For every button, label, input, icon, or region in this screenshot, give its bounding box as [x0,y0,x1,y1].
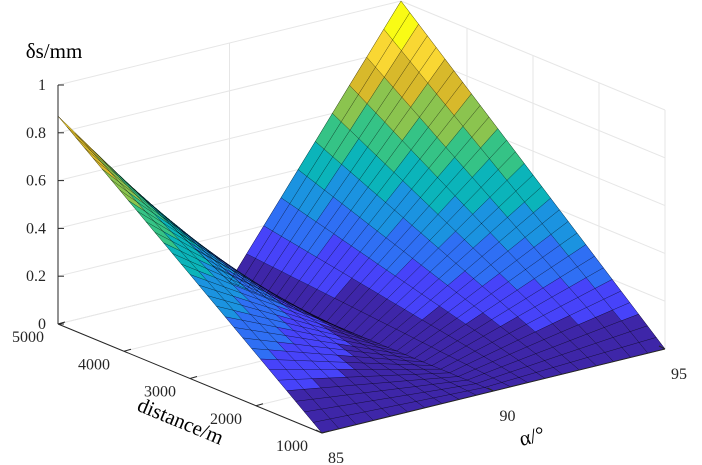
z-tick-label: 0.6 [26,173,46,190]
surface-mesh-line [181,163,525,334]
surface-mesh-line [242,244,586,359]
x-axis-title: α/° [517,422,547,451]
surface [57,0,666,434]
surface-mesh-line [304,325,648,413]
surface-mesh-line [286,302,630,391]
y-tick-mark [123,348,132,352]
y-tick-label: 1000 [276,438,308,455]
surface-mesh-line [207,198,551,345]
y-tick-mark [255,403,264,407]
grid-line [400,0,666,111]
surface-face [84,147,111,173]
surface-mesh-line [233,232,578,355]
y-tick-mark [321,430,330,434]
y-tick-label: 4000 [78,356,110,373]
surface-mesh-line [154,128,498,323]
surface-mesh-line [93,47,437,297]
tick-labels: 0 0.2 0.4 0.6 0.8 1 1000 2000 3000 4000 5000 85 90 95 [12,77,687,465]
x-tick-mark [315,429,323,434]
surface-mesh-line [172,151,516,330]
z-tick-label: 0.4 [26,220,46,237]
surface-mesh-line [251,256,595,363]
surface-mesh-line [216,209,560,348]
y-tick-label: 2000 [210,411,242,428]
surface-mesh-line [137,105,481,315]
z-tick-label: 0 [38,316,46,333]
grid-line [57,0,402,86]
surface-mesh-line [145,116,490,319]
z-tick-label: 0.2 [26,268,46,285]
x-tick-mark [487,387,494,392]
y-tick-mark [189,376,198,379]
surface-face [75,137,102,163]
surface-mesh-line [101,58,446,301]
surface-mesh-line [313,337,657,423]
surface-mesh-line [269,279,613,370]
y-tick-label: 3000 [144,384,176,401]
x-tick-label: 95 [671,366,687,383]
axes [57,84,666,434]
x-tick-label: 90 [500,408,516,425]
z-axis-title: δs/mm [26,39,83,63]
grid-line [57,48,402,134]
surface-mesh-line [128,93,472,312]
surface-mesh-line [163,140,507,326]
surface-mesh-line [260,267,604,366]
y-axis-title: distance/m [134,393,227,450]
surface-mesh-line [189,174,534,337]
surface-mesh-line [295,313,639,402]
surface-mesh-line [277,290,622,381]
surface-mesh-line [225,221,569,352]
x-tick-mark [658,345,666,350]
z-tick-label: 0.8 [26,125,46,142]
y-tick-label: 5000 [12,329,44,346]
y-tick-mark [57,321,66,325]
surface-mesh-line [198,186,542,341]
surface-mesh-line [57,0,402,283]
surface-mesh-line [119,82,463,308]
z-tick-label: 1 [38,77,46,94]
surface-face [93,158,120,183]
x-tick-label: 85 [328,450,344,465]
surface-mesh-line [110,70,454,305]
